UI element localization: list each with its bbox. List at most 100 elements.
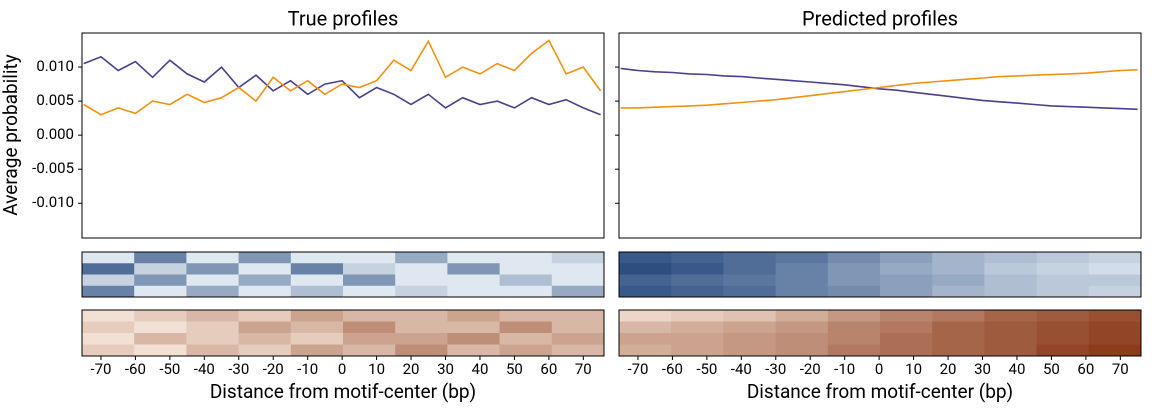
x-tick-label: 20	[940, 360, 957, 378]
heatmap-cell	[619, 321, 672, 334]
x-tick-label: -50	[696, 360, 717, 378]
heatmap-cell	[932, 274, 985, 287]
chart-title: Predicted profiles	[802, 6, 958, 30]
y-axis-label: Average probability	[0, 54, 22, 215]
heatmap-cell	[343, 321, 396, 334]
heatmap-cell	[880, 321, 933, 334]
heatmap-cell	[186, 333, 240, 345]
x-tick-label: 50	[1043, 360, 1060, 378]
heatmap-cell	[395, 285, 448, 298]
heatmap-cell	[134, 263, 187, 275]
heatmap-cell	[82, 321, 135, 334]
heatmap-cell	[499, 285, 553, 298]
heatmap-cell	[82, 344, 135, 357]
x-tick-label: -60	[662, 360, 683, 378]
x-tick-label: -10	[297, 360, 318, 378]
x-tick-label: 0	[875, 360, 883, 378]
heatmap-cell	[827, 263, 881, 275]
heatmap-cell	[499, 274, 553, 287]
heatmap-cell	[447, 263, 501, 275]
heatmap-cell	[343, 310, 396, 322]
heatmap-cell	[619, 310, 672, 322]
heatmap-cell	[775, 321, 829, 334]
heatmap-cell	[238, 310, 292, 322]
heatmap-cell	[984, 274, 1038, 287]
heatmap-cell	[343, 344, 396, 357]
heatmap-cell	[290, 321, 344, 334]
heatmap-cell	[619, 285, 672, 298]
x-tick-label: 70	[575, 360, 592, 378]
heatmap-cell	[499, 321, 553, 334]
heatmap-cell	[880, 344, 933, 357]
x-tick-label: 50	[506, 360, 523, 378]
heatmap-cell	[551, 321, 605, 334]
heatmap-cell	[619, 333, 672, 345]
plot-frame	[618, 32, 1142, 239]
heatmap-cell	[82, 310, 135, 322]
x-tick-label: 10	[905, 360, 922, 378]
heatmap-cell	[1036, 333, 1090, 345]
heatmap-cell	[395, 310, 448, 322]
x-tick-label: -20	[263, 360, 284, 378]
heatmap-cell	[1036, 263, 1090, 275]
heatmap-cell	[827, 310, 881, 322]
heatmap-cell	[932, 263, 985, 275]
heatmap-cell	[880, 252, 933, 264]
heatmap-cell	[1088, 310, 1142, 322]
x-tick-label: -60	[125, 360, 146, 378]
heatmap-cell	[932, 344, 985, 357]
heatmap-cell	[551, 274, 605, 287]
y-tick-label: 0.010	[36, 57, 74, 75]
heatmap-cell	[238, 344, 292, 357]
x-tick-label: 30	[974, 360, 991, 378]
heatmap-cell	[827, 321, 881, 334]
heatmap-cell	[671, 321, 724, 334]
heatmap-cell	[134, 285, 187, 298]
heatmap-cell	[619, 274, 672, 287]
x-tick-label: 40	[472, 360, 489, 378]
heatmap-cell	[984, 310, 1038, 322]
heatmap-cell	[186, 285, 240, 298]
heatmap-cell	[395, 252, 448, 264]
heatmap-cell	[395, 321, 448, 334]
heatmap-cell	[238, 333, 292, 345]
heatmap-cell	[880, 310, 933, 322]
heatmap-cell	[447, 310, 501, 322]
x-tick-label: -70	[627, 360, 648, 378]
heatmap-cell	[932, 310, 985, 322]
heatmap-cell	[186, 321, 240, 334]
heatmap-cell	[1036, 252, 1090, 264]
x-tick-label: -10	[834, 360, 855, 378]
x-tick-label: -30	[765, 360, 786, 378]
heatmap-cell	[1036, 285, 1090, 298]
heatmap-cell	[932, 285, 985, 298]
heatmap-cell	[238, 252, 292, 264]
heatmap-cell	[1088, 333, 1142, 345]
heatmap-cell	[1088, 263, 1142, 275]
heatmap-cell	[1088, 274, 1142, 287]
heatmap-cell	[619, 252, 672, 264]
heatmap-cell	[880, 263, 933, 275]
heatmap-cell	[395, 333, 448, 345]
x-tick-label: 0	[338, 360, 346, 378]
heatmap-cell	[82, 252, 135, 264]
heatmap-cell	[723, 263, 777, 275]
heatmap-cell	[395, 344, 448, 357]
heatmap-cell	[186, 310, 240, 322]
heatmap-cell	[1088, 344, 1142, 357]
heatmap-cell	[723, 252, 777, 264]
chart-title: True profiles	[288, 6, 399, 30]
heatmap-cell	[551, 252, 605, 264]
heatmap-cell	[723, 344, 777, 357]
heatmap-cell	[134, 274, 187, 287]
plot-frame	[81, 32, 605, 239]
y-tick-label: -0.010	[32, 193, 74, 211]
heatmap-cell	[619, 263, 672, 275]
heatmap-cell	[671, 252, 724, 264]
heatmap-cell	[499, 310, 553, 322]
x-tick-label: 10	[368, 360, 385, 378]
heatmap-cell	[932, 321, 985, 334]
heatmap-cell	[82, 263, 135, 275]
heatmap-cell	[827, 344, 881, 357]
heatmap-cell	[984, 252, 1038, 264]
